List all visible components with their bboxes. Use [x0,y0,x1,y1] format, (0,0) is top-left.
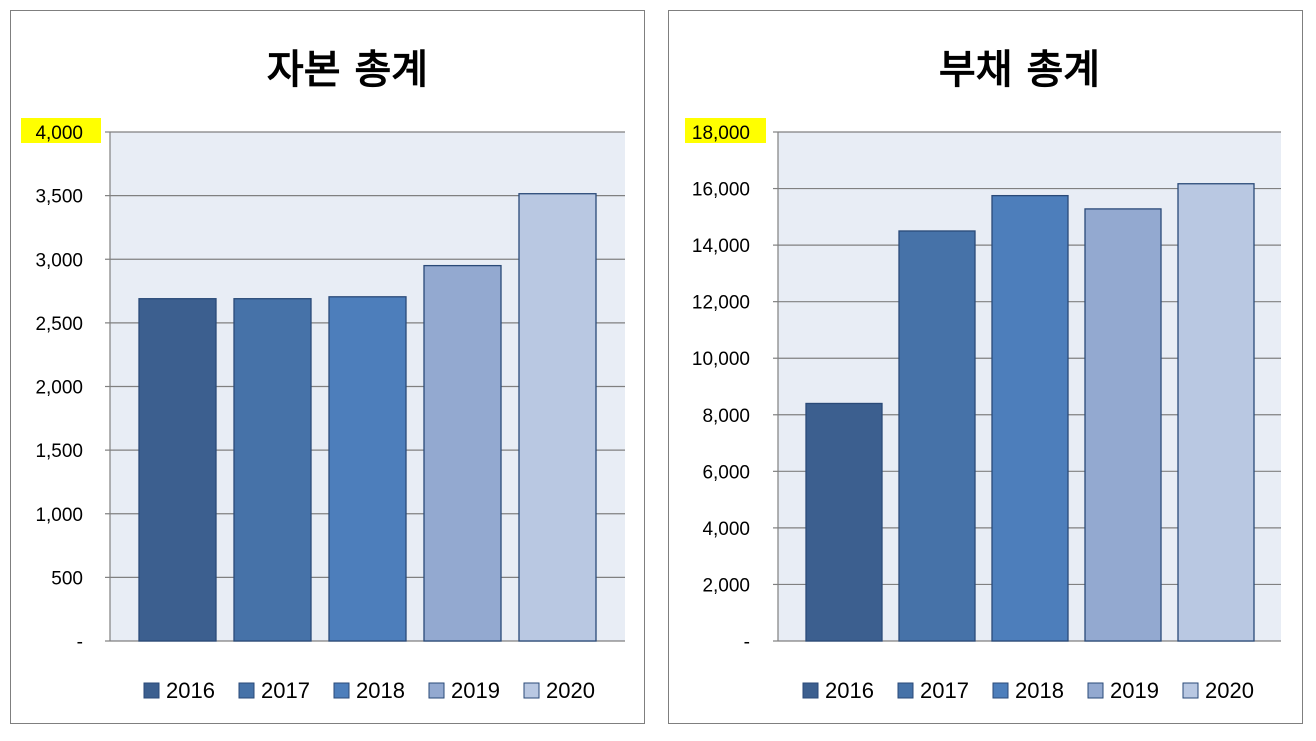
y-tick-label: 8,000 [702,406,750,427]
legend-label: 2017 [261,678,310,703]
bar-2016 [138,298,217,642]
bar-2019 [423,264,502,642]
legend-swatch [143,682,160,699]
y-tick-label: 4,000 [35,123,83,144]
y-tick-label: 6,000 [702,462,750,483]
legend-swatch [333,682,350,699]
legend-label: 2016 [825,678,874,703]
bar-2017 [233,298,312,642]
bar-2020 [518,193,597,642]
bar-2018 [328,296,407,642]
chart-title: 자본 총계 [267,47,428,93]
bar-2018 [991,194,1069,642]
legend-swatch [1087,682,1104,699]
equity-chart-panel: 자본 총계 - 500 1,000 1,500 2,000 2,500 3,000 3,500 4… [10,10,645,724]
legend-label: 2020 [1205,678,1254,703]
legend-label: 2018 [356,678,405,703]
y-tick-label: 2,000 [35,378,83,399]
liabilities-chart-panel: 부채 총계 - 2,000 4,000 6,000 8,000 10,000 12,000 14… [668,10,1303,724]
legend-swatch [238,682,255,699]
legend-swatch [428,682,445,699]
bar-2016 [805,402,883,642]
y-tick-label: - [744,632,750,653]
bar-2019 [1084,208,1162,642]
bar-2017 [898,230,976,642]
y-tick-label: 1,500 [35,441,83,462]
y-tick-label: 18,000 [692,123,750,144]
legend-swatch [897,682,914,699]
y-tick-label: 4,000 [702,519,750,540]
liabilities-chart: 부채 총계 - 2,000 4,000 6,000 8,000 10,000 12,000 14… [685,47,1281,703]
legend-label: 2019 [451,678,500,703]
legend-label: 2016 [166,678,215,703]
y-tick-label: 3,000 [35,250,83,271]
y-tick-label: 3,500 [35,187,83,208]
y-tick-label: 16,000 [692,180,750,201]
legend-swatch [992,682,1009,699]
bar-2020 [1177,183,1255,642]
y-tick-label: 2,000 [702,575,750,596]
legend-label: 2017 [920,678,969,703]
tick-highlight [685,118,766,143]
y-tick-label: 1,000 [35,505,83,526]
y-tick-label: 2,500 [35,314,83,335]
y-tick-label: 10,000 [692,349,750,370]
legend-swatch [802,682,819,699]
chart-title: 부채 총계 [939,47,1100,93]
legend-label: 2018 [1015,678,1064,703]
legend-label: 2020 [546,678,595,703]
tick-highlight [21,118,101,143]
equity-chart: 자본 총계 - 500 1,000 1,500 2,000 2,500 3,000 3,500 4… [21,47,625,703]
y-tick-label: 12,000 [692,293,750,314]
legend-swatch [523,682,540,699]
legend-label: 2019 [1110,678,1159,703]
y-tick-label: 14,000 [692,236,750,257]
legend-swatch [1182,682,1199,699]
y-tick-label: - [77,632,83,653]
y-tick-label: 500 [51,568,83,589]
